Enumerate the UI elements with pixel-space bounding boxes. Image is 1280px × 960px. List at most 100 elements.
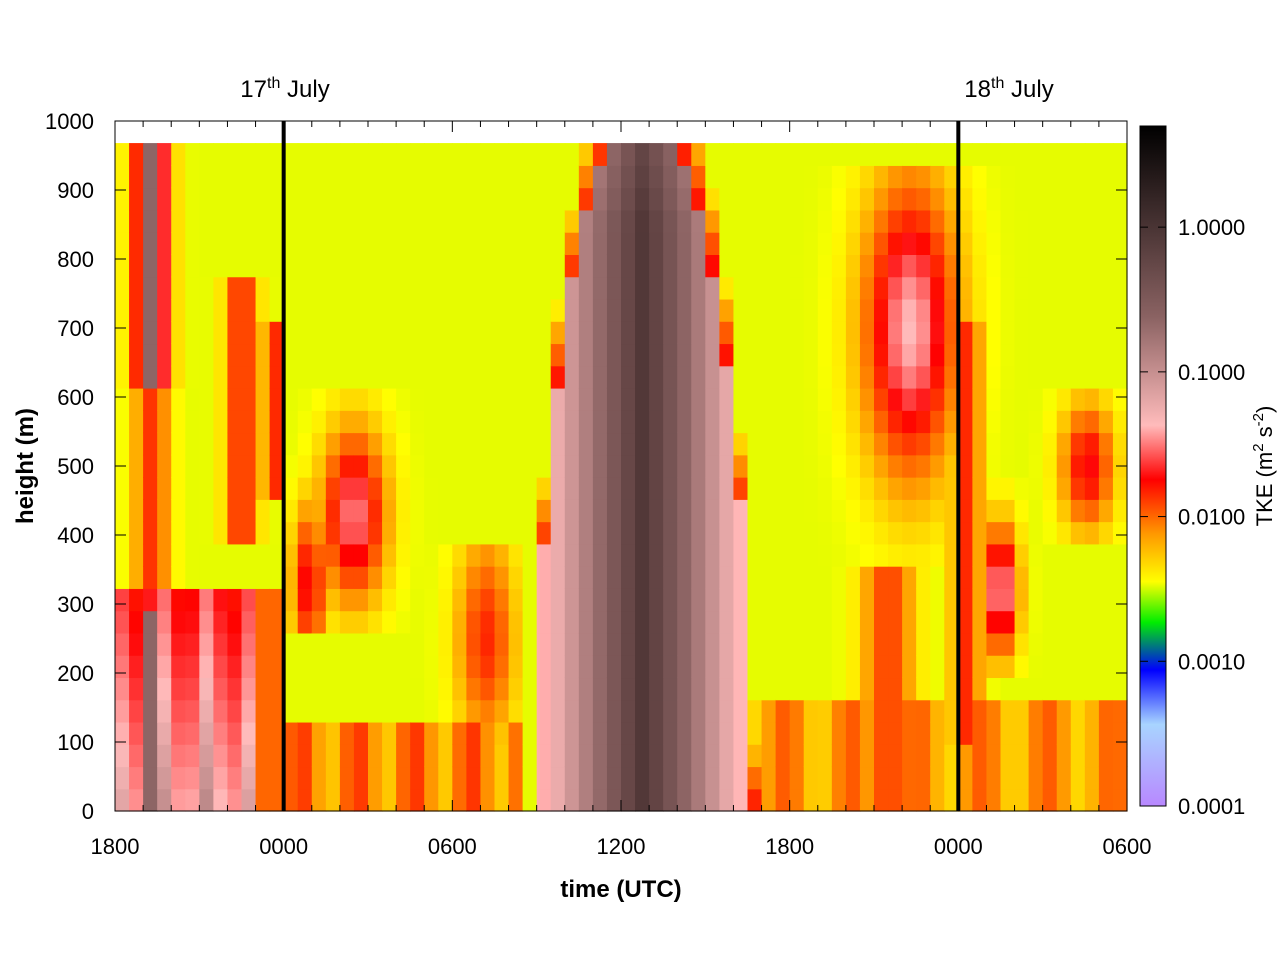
heatmap-cell (269, 588, 285, 612)
heatmap-cell (606, 699, 622, 723)
heatmap-cell (564, 521, 580, 545)
heatmap-cell (410, 766, 425, 790)
heatmap-cell (452, 298, 467, 322)
heatmap-cell (283, 699, 299, 723)
heatmap-cell (1112, 632, 1128, 656)
heatmap-cell (283, 499, 299, 523)
heatmap-cell (325, 387, 341, 411)
heatmap-cell (227, 588, 243, 612)
heatmap-cell (353, 365, 369, 389)
heatmap-cell (185, 766, 200, 790)
heatmap-cell (845, 321, 861, 345)
heatmap-cell (199, 521, 214, 545)
heatmap-cell (536, 143, 552, 166)
heatmap-cell (494, 298, 510, 322)
heatmap-cell (930, 721, 945, 745)
heatmap-cell (1042, 232, 1058, 255)
colorbar-tick-label: 0.0100 (1178, 505, 1245, 530)
heatmap-cell (578, 232, 594, 255)
heatmap-cell (888, 677, 903, 701)
heatmap-cell (691, 187, 706, 211)
heatmap-cell (1000, 187, 1016, 211)
heatmap-cell (396, 477, 411, 500)
heatmap-cell (452, 254, 467, 278)
heatmap-cell (424, 610, 439, 634)
heatmap-cell (747, 699, 763, 723)
heatmap-cell (902, 387, 917, 411)
heatmap-cell (635, 232, 650, 255)
heatmap-cell (438, 655, 453, 679)
heatmap-cell (424, 209, 439, 233)
heatmap-cell (733, 610, 749, 634)
heatmap-cell (1112, 744, 1128, 768)
heatmap-cell (382, 499, 397, 523)
heatmap-cell (1056, 343, 1072, 367)
heatmap-cell (311, 232, 327, 255)
heatmap-cell (199, 254, 214, 278)
heatmap-cell (747, 321, 763, 345)
heatmap-cell (1112, 343, 1128, 367)
heatmap-cell (494, 365, 510, 389)
heatmap-cell (789, 365, 805, 389)
heatmap-cells (115, 143, 1128, 812)
heatmap-cell (213, 721, 229, 745)
heatmap-cell (663, 365, 678, 389)
heatmap-cell (859, 276, 875, 300)
heatmap-cell (311, 321, 327, 345)
heatmap-cell (382, 610, 397, 634)
heatmap-cell (902, 321, 917, 345)
heatmap-cell (845, 632, 861, 656)
heatmap-cell (1014, 788, 1030, 812)
heatmap-cell (592, 588, 608, 612)
heatmap-cell (888, 788, 903, 812)
heatmap-cell (859, 766, 875, 790)
heatmap-cell (789, 276, 805, 300)
heatmap-cell (958, 387, 973, 411)
heatmap-cell (578, 677, 594, 701)
heatmap-cell (916, 387, 931, 411)
heatmap-cell (775, 410, 791, 434)
heatmap-cell (1056, 521, 1072, 545)
heatmap-cell (227, 566, 243, 589)
heatmap-cell (339, 766, 355, 790)
heatmap-cell (157, 499, 172, 523)
heatmap-cell (1112, 766, 1128, 790)
heatmap-cell (480, 566, 496, 589)
heatmap-cell (972, 632, 988, 656)
heatmap-cell (368, 788, 383, 812)
heatmap-cell (424, 721, 439, 745)
heatmap-cell (115, 165, 130, 189)
heatmap-cell (480, 499, 496, 523)
heatmap-cell (789, 543, 805, 567)
heatmap-cell (958, 187, 973, 211)
heatmap-cell (255, 143, 271, 166)
heatmap-cell (283, 298, 299, 322)
heatmap-cell (438, 744, 453, 768)
heatmap-cell (677, 410, 692, 434)
heatmap-cell (550, 387, 566, 411)
heatmap-cell (859, 721, 875, 745)
heatmap-cell (747, 254, 763, 278)
heatmap-cell (606, 432, 622, 456)
heatmap-cell (606, 788, 622, 812)
heatmap-cell (550, 632, 566, 656)
heatmap-cell (452, 543, 467, 567)
heatmap-cell (592, 187, 608, 211)
heatmap-cell (691, 254, 706, 278)
heatmap-cell (1056, 143, 1072, 166)
heatmap-cell (494, 632, 510, 656)
heatmap-cell (592, 410, 608, 434)
heatmap-cell (311, 521, 327, 545)
heatmap-cell (592, 699, 608, 723)
heatmap-cell (986, 588, 1002, 612)
heatmap-cell (944, 209, 959, 233)
heatmap-cell (859, 699, 875, 723)
heatmap-cell (592, 744, 608, 768)
heatmap-cell (1000, 432, 1016, 456)
x-tick-label: 0600 (428, 834, 477, 859)
heatmap-cell (227, 632, 243, 656)
heatmap-cell (424, 165, 439, 189)
heatmap-cell (831, 209, 847, 233)
heatmap-cell (283, 655, 299, 679)
heatmap-cell (874, 744, 889, 768)
